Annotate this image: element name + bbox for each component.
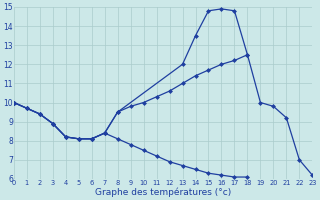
X-axis label: Graphe des températures (°c): Graphe des températures (°c) bbox=[95, 187, 231, 197]
